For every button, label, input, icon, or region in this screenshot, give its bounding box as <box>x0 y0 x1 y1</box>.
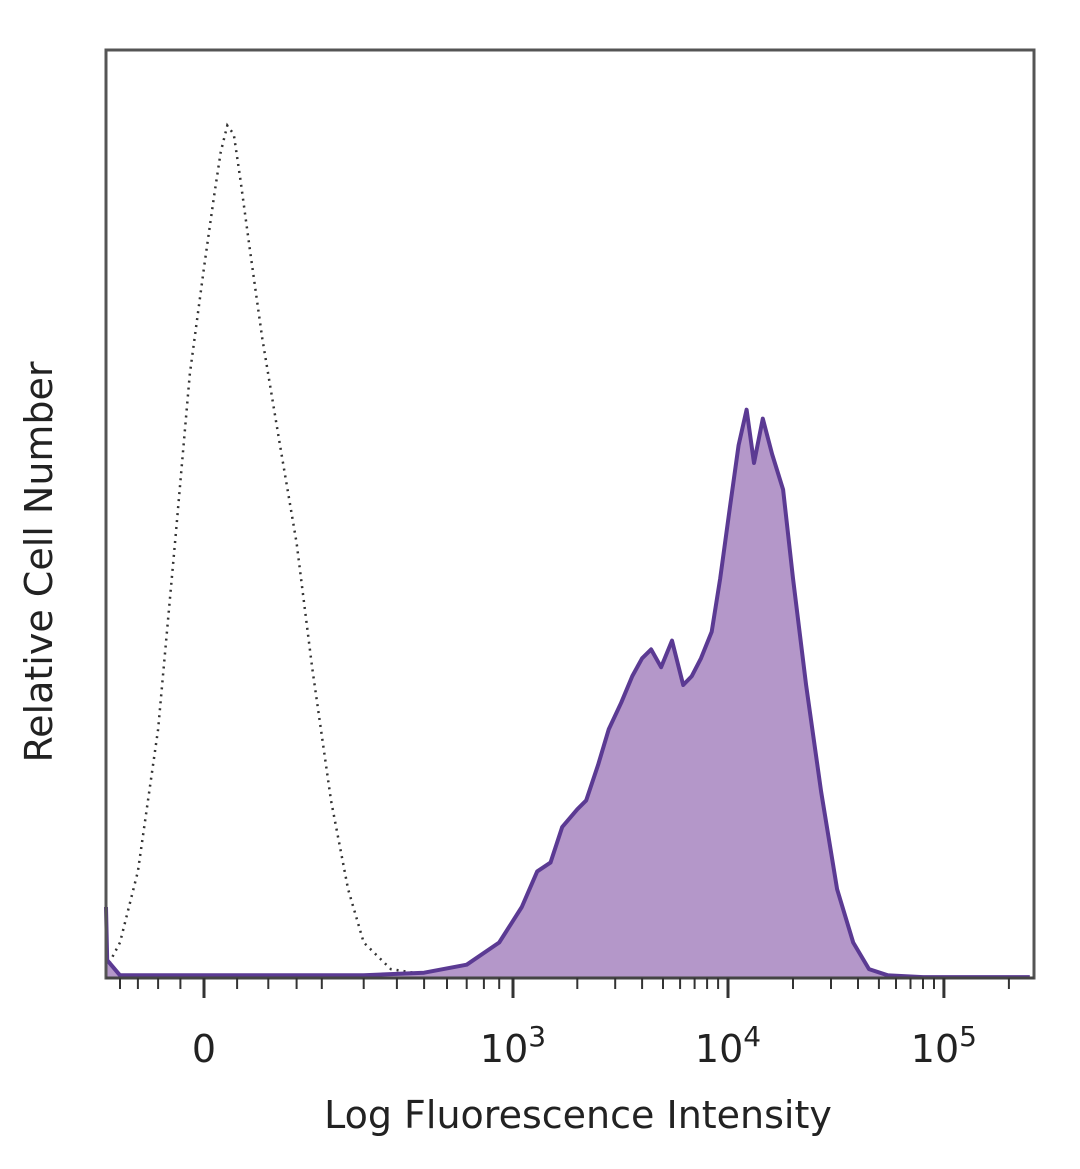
series-isotype-control-line <box>104 122 467 980</box>
x-tick-label: 0 <box>192 1027 216 1071</box>
series-stained-sample-line <box>104 407 1030 980</box>
x-tick-label: 103 <box>480 1020 546 1071</box>
x-tick-label: 104 <box>695 1020 761 1071</box>
x-tick-label: 105 <box>911 1020 977 1071</box>
x-axis-title: Log Fluorescence Intensity <box>324 1093 832 1137</box>
x-tick-labels: 0 103 104 105 <box>192 1020 977 1071</box>
plot-area <box>104 48 1036 980</box>
series-layer <box>104 122 1030 980</box>
x-tick-marks <box>119 978 1010 998</box>
y-axis-title: Relative Cell Number <box>17 361 61 762</box>
x-axis: 0 103 104 105 <box>106 976 1034 1071</box>
series-stained-sample-area <box>106 409 1030 978</box>
